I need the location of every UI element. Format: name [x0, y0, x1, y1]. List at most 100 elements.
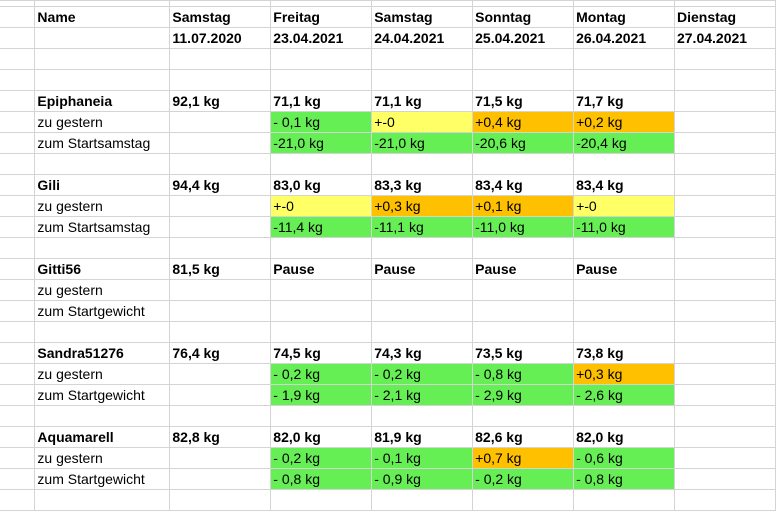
difference-cell[interactable]: -11,0 kg: [472, 216, 575, 238]
empty-cell[interactable]: [472, 153, 575, 175]
empty-cell[interactable]: [673, 48, 776, 70]
difference-cell[interactable]: -11,4 kg: [270, 216, 373, 238]
empty-cell[interactable]: [34, 48, 171, 70]
empty-cell[interactable]: [34, 321, 171, 343]
participant-name[interactable]: Gili: [34, 174, 171, 196]
difference-cell[interactable]: - 0,8 kg: [573, 468, 675, 490]
difference-cell[interactable]: +0,4 kg: [472, 111, 575, 133]
empty-cell[interactable]: [0, 153, 36, 175]
empty-cell[interactable]: [34, 153, 171, 175]
weight-cell[interactable]: 83,4 kg: [472, 174, 575, 196]
difference-cell[interactable]: - 0,2 kg: [371, 363, 474, 385]
empty-cell[interactable]: [270, 153, 373, 175]
empty-cell[interactable]: [0, 300, 36, 322]
weight-cell[interactable]: 81,5 kg: [169, 258, 272, 280]
weight-cell[interactable]: 83,4 kg: [573, 174, 675, 196]
column-header-date[interactable]: 25.04.2021: [472, 27, 575, 49]
difference-cell[interactable]: - 0,8 kg: [270, 468, 373, 490]
empty-cell[interactable]: [0, 174, 36, 196]
weight-cell[interactable]: Pause: [270, 258, 373, 280]
row-label[interactable]: zum Startsamstag: [34, 132, 171, 154]
weight-cell[interactable]: 82,0 kg: [270, 426, 373, 448]
empty-cell[interactable]: [169, 321, 272, 343]
empty-cell[interactable]: [573, 237, 675, 259]
column-header-day[interactable]: Freitag: [270, 6, 373, 28]
difference-cell[interactable]: -11,1 kg: [371, 216, 474, 238]
empty-cell[interactable]: [0, 90, 36, 112]
difference-cell[interactable]: - 2,9 kg: [472, 384, 575, 406]
difference-cell[interactable]: [169, 468, 272, 490]
difference-cell[interactable]: [673, 468, 776, 490]
difference-cell[interactable]: - 0,8 kg: [472, 363, 575, 385]
empty-cell[interactable]: [0, 258, 36, 280]
weight-cell[interactable]: 71,1 kg: [270, 90, 373, 112]
empty-cell[interactable]: [169, 153, 272, 175]
empty-cell[interactable]: [0, 405, 36, 427]
empty-cell[interactable]: [0, 27, 36, 49]
row-label[interactable]: zu gestern: [34, 363, 171, 385]
empty-cell[interactable]: [0, 237, 36, 259]
row-label[interactable]: zu gestern: [34, 111, 171, 133]
row-label[interactable]: zu gestern: [34, 195, 171, 217]
difference-cell[interactable]: [169, 279, 272, 301]
empty-cell[interactable]: [34, 27, 171, 49]
empty-cell[interactable]: [0, 321, 36, 343]
empty-cell[interactable]: [0, 342, 36, 364]
empty-cell[interactable]: [0, 69, 36, 91]
empty-cell[interactable]: [573, 48, 675, 70]
weight-cell[interactable]: 94,4 kg: [169, 174, 272, 196]
difference-cell[interactable]: - 0,1 kg: [270, 111, 373, 133]
column-header-day[interactable]: Sonntag: [472, 6, 575, 28]
weight-cell[interactable]: Pause: [472, 258, 575, 280]
difference-cell[interactable]: [169, 111, 272, 133]
difference-cell[interactable]: - 0,2 kg: [270, 447, 373, 469]
difference-cell[interactable]: +0,7 kg: [472, 447, 575, 469]
weight-cell[interactable]: [673, 258, 776, 280]
difference-cell[interactable]: +0,3 kg: [371, 195, 474, 217]
weight-cell[interactable]: 83,3 kg: [371, 174, 474, 196]
empty-cell[interactable]: [673, 153, 776, 175]
empty-cell[interactable]: [371, 405, 474, 427]
empty-cell[interactable]: [0, 216, 36, 238]
difference-cell[interactable]: -11,0 kg: [573, 216, 675, 238]
weight-cell[interactable]: [673, 174, 776, 196]
difference-cell[interactable]: +-0: [270, 195, 373, 217]
difference-cell[interactable]: [673, 111, 776, 133]
empty-cell[interactable]: [0, 447, 36, 469]
column-header-day[interactable]: Samstag: [371, 6, 474, 28]
weight-cell[interactable]: 81,9 kg: [371, 426, 474, 448]
empty-cell[interactable]: [0, 468, 36, 490]
difference-cell[interactable]: [169, 384, 272, 406]
row-label[interactable]: zum Startgewicht: [34, 384, 171, 406]
difference-cell[interactable]: -20,4 kg: [573, 132, 675, 154]
empty-cell[interactable]: [270, 69, 373, 91]
difference-cell[interactable]: [673, 216, 776, 238]
empty-cell[interactable]: [472, 69, 575, 91]
row-label[interactable]: zum Startgewicht: [34, 300, 171, 322]
empty-cell[interactable]: [573, 489, 675, 511]
empty-cell[interactable]: [270, 321, 373, 343]
difference-cell[interactable]: [169, 300, 272, 322]
empty-cell[interactable]: [169, 69, 272, 91]
difference-cell[interactable]: [673, 300, 776, 322]
difference-cell[interactable]: -21,0 kg: [270, 132, 373, 154]
column-header-date[interactable]: 24.04.2021: [371, 27, 474, 49]
empty-cell[interactable]: [169, 48, 272, 70]
empty-cell[interactable]: [270, 489, 373, 511]
empty-cell[interactable]: [0, 363, 36, 385]
difference-cell[interactable]: - 0,1 kg: [371, 447, 474, 469]
empty-cell[interactable]: [573, 405, 675, 427]
row-label[interactable]: zum Startgewicht: [34, 468, 171, 490]
empty-cell[interactable]: [371, 153, 474, 175]
empty-cell[interactable]: [169, 489, 272, 511]
empty-cell[interactable]: [270, 405, 373, 427]
column-header-day[interactable]: Montag: [573, 6, 675, 28]
empty-cell[interactable]: [0, 111, 36, 133]
empty-cell[interactable]: [169, 405, 272, 427]
row-label[interactable]: zu gestern: [34, 447, 171, 469]
difference-cell[interactable]: - 2,6 kg: [573, 384, 675, 406]
difference-cell[interactable]: -21,0 kg: [371, 132, 474, 154]
weight-cell[interactable]: Pause: [371, 258, 474, 280]
empty-cell[interactable]: [371, 321, 474, 343]
empty-cell[interactable]: [371, 48, 474, 70]
